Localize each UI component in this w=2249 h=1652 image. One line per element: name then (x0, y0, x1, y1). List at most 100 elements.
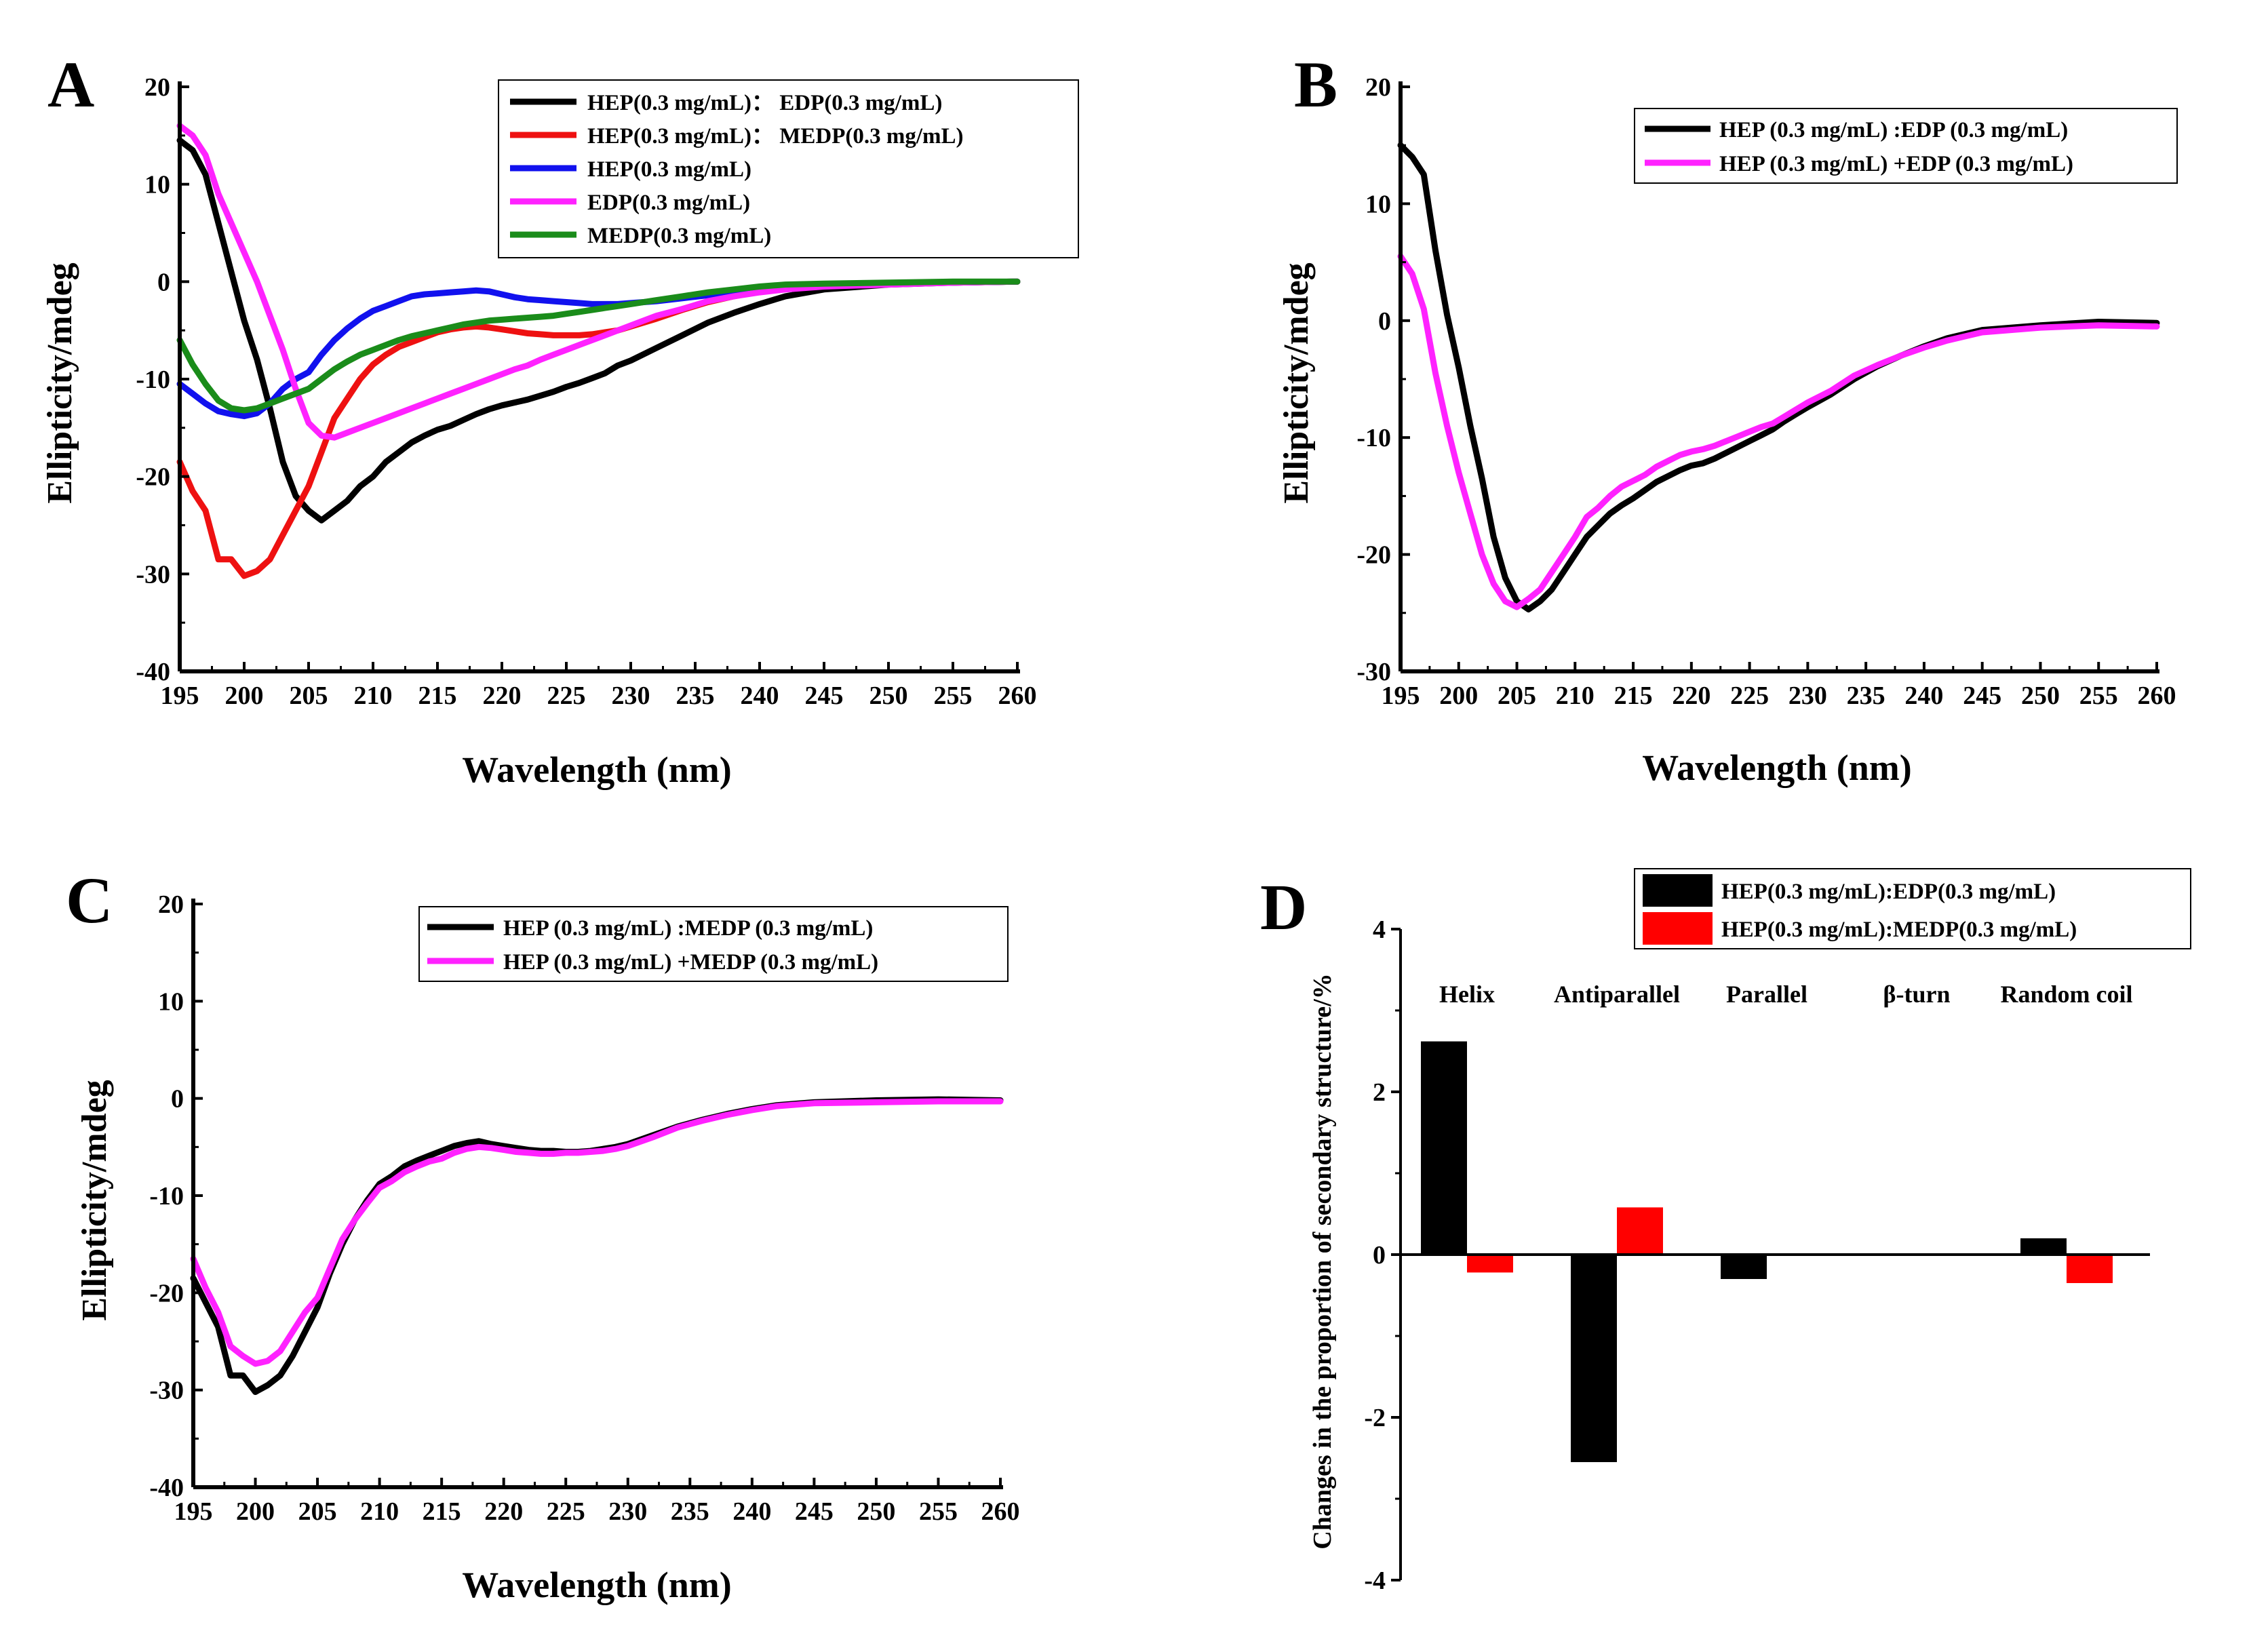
panel-c-x-tick-label: 210 (360, 1497, 399, 1526)
panel-a-y-axis-label: Ellipticity/mdeg (41, 262, 79, 503)
panel-d-bar-s0-c2 (1721, 1255, 1767, 1279)
panel-c-x-tick-label: 215 (423, 1497, 461, 1526)
panel-b-x-tick-label: 260 (2138, 682, 2176, 710)
panel-c-y-tick-label: -30 (149, 1377, 184, 1405)
panel-c-x-tick-label: 260 (981, 1497, 1020, 1526)
panel-b-y-tick-label: 20 (1365, 73, 1391, 102)
panel-d-y-tick-label: -4 (1364, 1567, 1386, 1595)
panel-a-x-tick-label: 240 (741, 682, 779, 710)
panel-b-x-tick-label: 250 (2021, 682, 2060, 710)
panel-c-x-tick-label: 230 (608, 1497, 647, 1526)
panel-b-x-tick-label: 235 (1847, 682, 1885, 710)
panel-c-legend-box (418, 906, 1009, 982)
panel-d-y-tick-label: 0 (1373, 1241, 1386, 1270)
panel-d-bar-s1-c0 (1467, 1255, 1513, 1273)
panel-c-x-tick-label: 225 (547, 1497, 585, 1526)
panel-b-x-tick-label: 215 (1614, 682, 1653, 710)
panel-d-legend-swatch-0 (1643, 874, 1713, 907)
panel-b-x-tick-label: 220 (1672, 682, 1710, 710)
panel-c: C 195 200 205 210 215 220 225 230 235 240 245 250 25… (66, 864, 1020, 1605)
panel-a-series-line-2 (176, 278, 1021, 420)
panel-a-x-tick-label: 230 (612, 682, 650, 710)
panel-d-plot: Helix Antiparallel Parallel β-turn Random co… (1364, 916, 2150, 1595)
panel-a-y-tick-label: -40 (136, 658, 170, 686)
panel-d-category-label: Antiparallel (1554, 981, 1680, 1008)
panel-d-bar-s0-c4 (2020, 1238, 2067, 1255)
panel-d-y-axis-label: Changes in the proportion of secondary s… (1308, 973, 1337, 1549)
panel-a-legend-label-3: EDP(0.3 mg/mL) (587, 191, 750, 215)
panel-c-x-tick-label: 255 (919, 1497, 958, 1526)
panel-a-y-tick-label: 10 (144, 171, 170, 199)
panel-b-x-tick-label: 240 (1904, 682, 1943, 710)
panel-d-bar-s1-c4 (2067, 1255, 2113, 1283)
panel-c-plot: 195 200 205 210 215 220 225 230 235 240 245 250 255 2… (149, 890, 1019, 1526)
panel-d-y-tick-label: 2 (1373, 1078, 1386, 1107)
panel-c-y-tick-label: -10 (149, 1182, 184, 1211)
panel-b-y-tick-label: -30 (1356, 658, 1391, 686)
panel-d-category-label: Random coil (2000, 981, 2132, 1008)
panel-a-plot: 195 200 205 210 215 220 225 230 235 240 245 250 255 2… (136, 73, 1036, 710)
panel-b-x-tick-label: 230 (1788, 682, 1827, 710)
panel-b-x-axis-label: Wavelength (nm) (1642, 747, 1912, 788)
panel-d-bar-s0-c1 (1571, 1255, 1617, 1462)
panel-d-label: D (1260, 871, 1307, 943)
panel-c-legend-label-1: HEP (0.3 mg/mL) +MEDP (0.3 mg/mL) (503, 950, 878, 975)
panel-b-x-tick-label: 255 (2079, 682, 2118, 710)
panel-c-x-tick-label: 250 (857, 1497, 895, 1526)
panel-a-series-line-0 (176, 137, 1021, 524)
panel-a-x-tick-label: 225 (547, 682, 586, 710)
panel-c-y-tick-label: -40 (149, 1474, 184, 1502)
panel-a-legend-label-0: HEP(0.3 mg/mL)： EDP(0.3 mg/mL) (587, 91, 942, 115)
panel-b-x-tick-label: 205 (1498, 682, 1536, 710)
panel-b-series-line-1 (1397, 253, 2160, 610)
panel-a-series-line-4 (176, 278, 1021, 414)
panel-d-bar-s1-c1 (1617, 1207, 1663, 1255)
panel-c-x-tick-label: 245 (795, 1497, 834, 1526)
panel-c-x-tick-label: 205 (298, 1497, 337, 1526)
panel-d-category-label: Parallel (1726, 981, 1807, 1008)
panel-d-y-tick-label: 4 (1373, 916, 1386, 944)
panel-c-y-tick-label: 10 (158, 987, 184, 1016)
panel-a-legend: HEP(0.3 mg/mL)： EDP(0.3 mg/mL) HEP(0.3 m… (498, 79, 1079, 258)
panel-c-label: C (66, 864, 113, 937)
panel-d-category-label: β-turn (1883, 981, 1951, 1008)
panel-a-label: A (47, 48, 94, 121)
panel-a-x-tick-label: 215 (418, 682, 457, 710)
panel-c-x-axis-label: Wavelength (nm) (462, 1565, 732, 1605)
panel-a-y-tick-label: -20 (136, 463, 170, 492)
panel-b-series-line-0 (1397, 142, 2160, 613)
panel-a-legend-box (498, 79, 1079, 258)
panel-d: D Helix Antiparallel Parallel β-turn Random … (1260, 868, 2191, 1595)
panel-a-legend-label-2: HEP(0.3 mg/mL) (587, 157, 751, 182)
panel-d-legend-label-0: HEP(0.3 mg/mL):EDP(0.3 mg/mL) (1721, 880, 2056, 904)
panel-b-plot: 195 200 205 210 215 220 225 230 235 240 245 250 255 2… (1356, 73, 2176, 710)
panel-a-x-tick-label: 235 (676, 682, 715, 710)
panel-d-legend: HEP(0.3 mg/mL):EDP(0.3 mg/mL) HEP(0.3 mg… (1634, 868, 2191, 949)
panel-b-y-tick-label: 0 (1378, 307, 1391, 336)
panel-b-y-tick-label: -10 (1356, 424, 1391, 452)
panel-a-x-tick-label: 205 (290, 682, 328, 710)
panel-b-y-tick-label: 10 (1365, 190, 1391, 218)
panel-b-x-tick-label: 210 (1556, 682, 1595, 710)
panel-a-y-tick-label: 0 (157, 268, 170, 296)
panel-b-label: B (1294, 48, 1337, 121)
panel-a: A 195 200 205 210 215 220 225 230 235 240 245 250 25… (41, 48, 1079, 790)
panel-a-x-tick-label: 195 (161, 682, 199, 710)
panel-b-legend: HEP (0.3 mg/mL) :EDP (0.3 mg/mL) HEP (0.… (1634, 108, 2178, 184)
panel-c-y-tick-label: 20 (158, 890, 184, 919)
panel-a-x-tick-label: 245 (805, 682, 844, 710)
panel-c-legend: HEP (0.3 mg/mL) :MEDP (0.3 mg/mL) HEP (0… (418, 906, 1009, 982)
panel-a-series-line-3 (176, 123, 1021, 441)
panel-c-x-tick-label: 220 (484, 1497, 523, 1526)
panel-c-x-tick-label: 200 (236, 1497, 275, 1526)
panel-b: B 195 200 205 210 215 220 225 230 235 240 245 250 25… (1277, 48, 2178, 788)
panel-a-y-tick-label: 20 (144, 73, 170, 102)
panel-c-legend-label-0: HEP (0.3 mg/mL) :MEDP (0.3 mg/mL) (503, 916, 873, 941)
panel-b-legend-box (1634, 108, 2178, 184)
panel-a-legend-label-1: HEP(0.3 mg/mL)： MEDP(0.3 mg/mL) (587, 124, 964, 149)
panel-c-x-tick-label: 240 (732, 1497, 771, 1526)
panel-b-x-tick-label: 195 (1382, 682, 1420, 710)
panel-c-series-line-0 (190, 1096, 1004, 1395)
panel-a-y-tick-label: -30 (136, 560, 170, 589)
